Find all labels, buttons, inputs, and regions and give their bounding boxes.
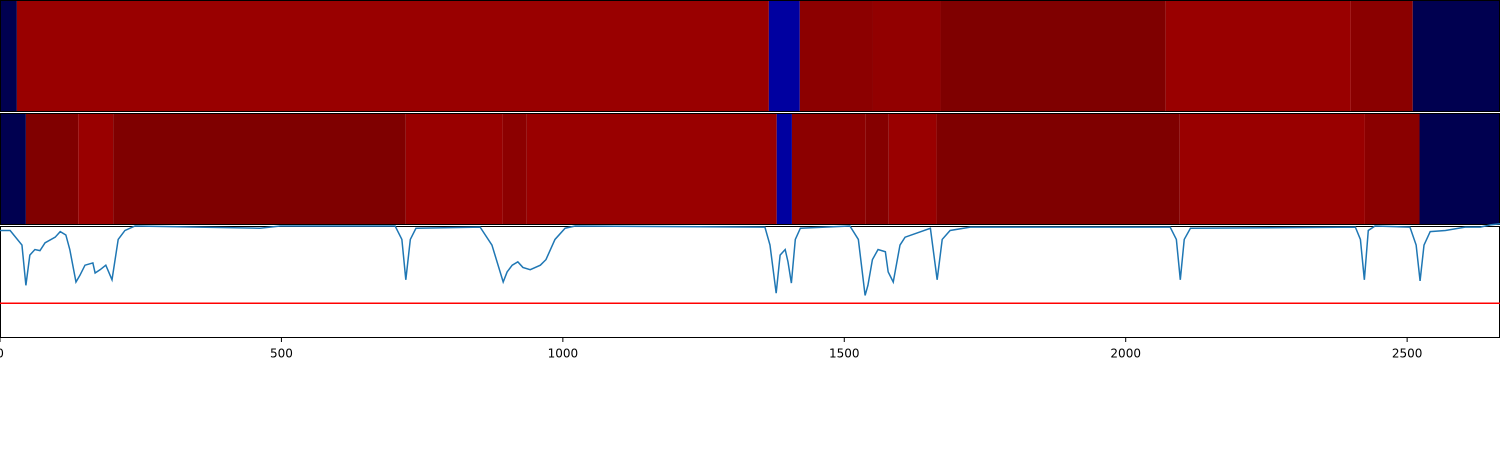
segment <box>16 0 769 112</box>
segment <box>940 0 1166 112</box>
segment <box>791 113 866 225</box>
plot-frame <box>0 226 1500 338</box>
segment <box>799 0 873 112</box>
segment <box>78 113 114 225</box>
line <box>0 223 1500 296</box>
segment <box>1419 113 1500 225</box>
segment <box>865 113 889 225</box>
segment <box>1412 0 1500 112</box>
x-tick-label: 1500 <box>829 347 860 361</box>
segment <box>936 113 1180 225</box>
segment <box>113 113 406 225</box>
segment <box>888 113 937 225</box>
x-tick-label: 2000 <box>1110 347 1141 361</box>
x-tick-label: 0 <box>0 347 4 361</box>
segment <box>1350 0 1413 112</box>
segment <box>1364 113 1420 225</box>
segment <box>1179 113 1365 225</box>
segment <box>872 0 941 112</box>
x-tick-label: 500 <box>270 347 293 361</box>
segment <box>405 113 503 225</box>
segment <box>0 0 17 112</box>
segment <box>502 113 527 225</box>
segment <box>1165 0 1351 112</box>
segment <box>526 113 777 225</box>
x-tick-label: 1000 <box>548 347 579 361</box>
segment <box>776 113 792 225</box>
segment <box>768 0 800 112</box>
segment <box>0 113 26 225</box>
segment <box>25 113 79 225</box>
x-tick-label: 2500 <box>1392 347 1423 361</box>
